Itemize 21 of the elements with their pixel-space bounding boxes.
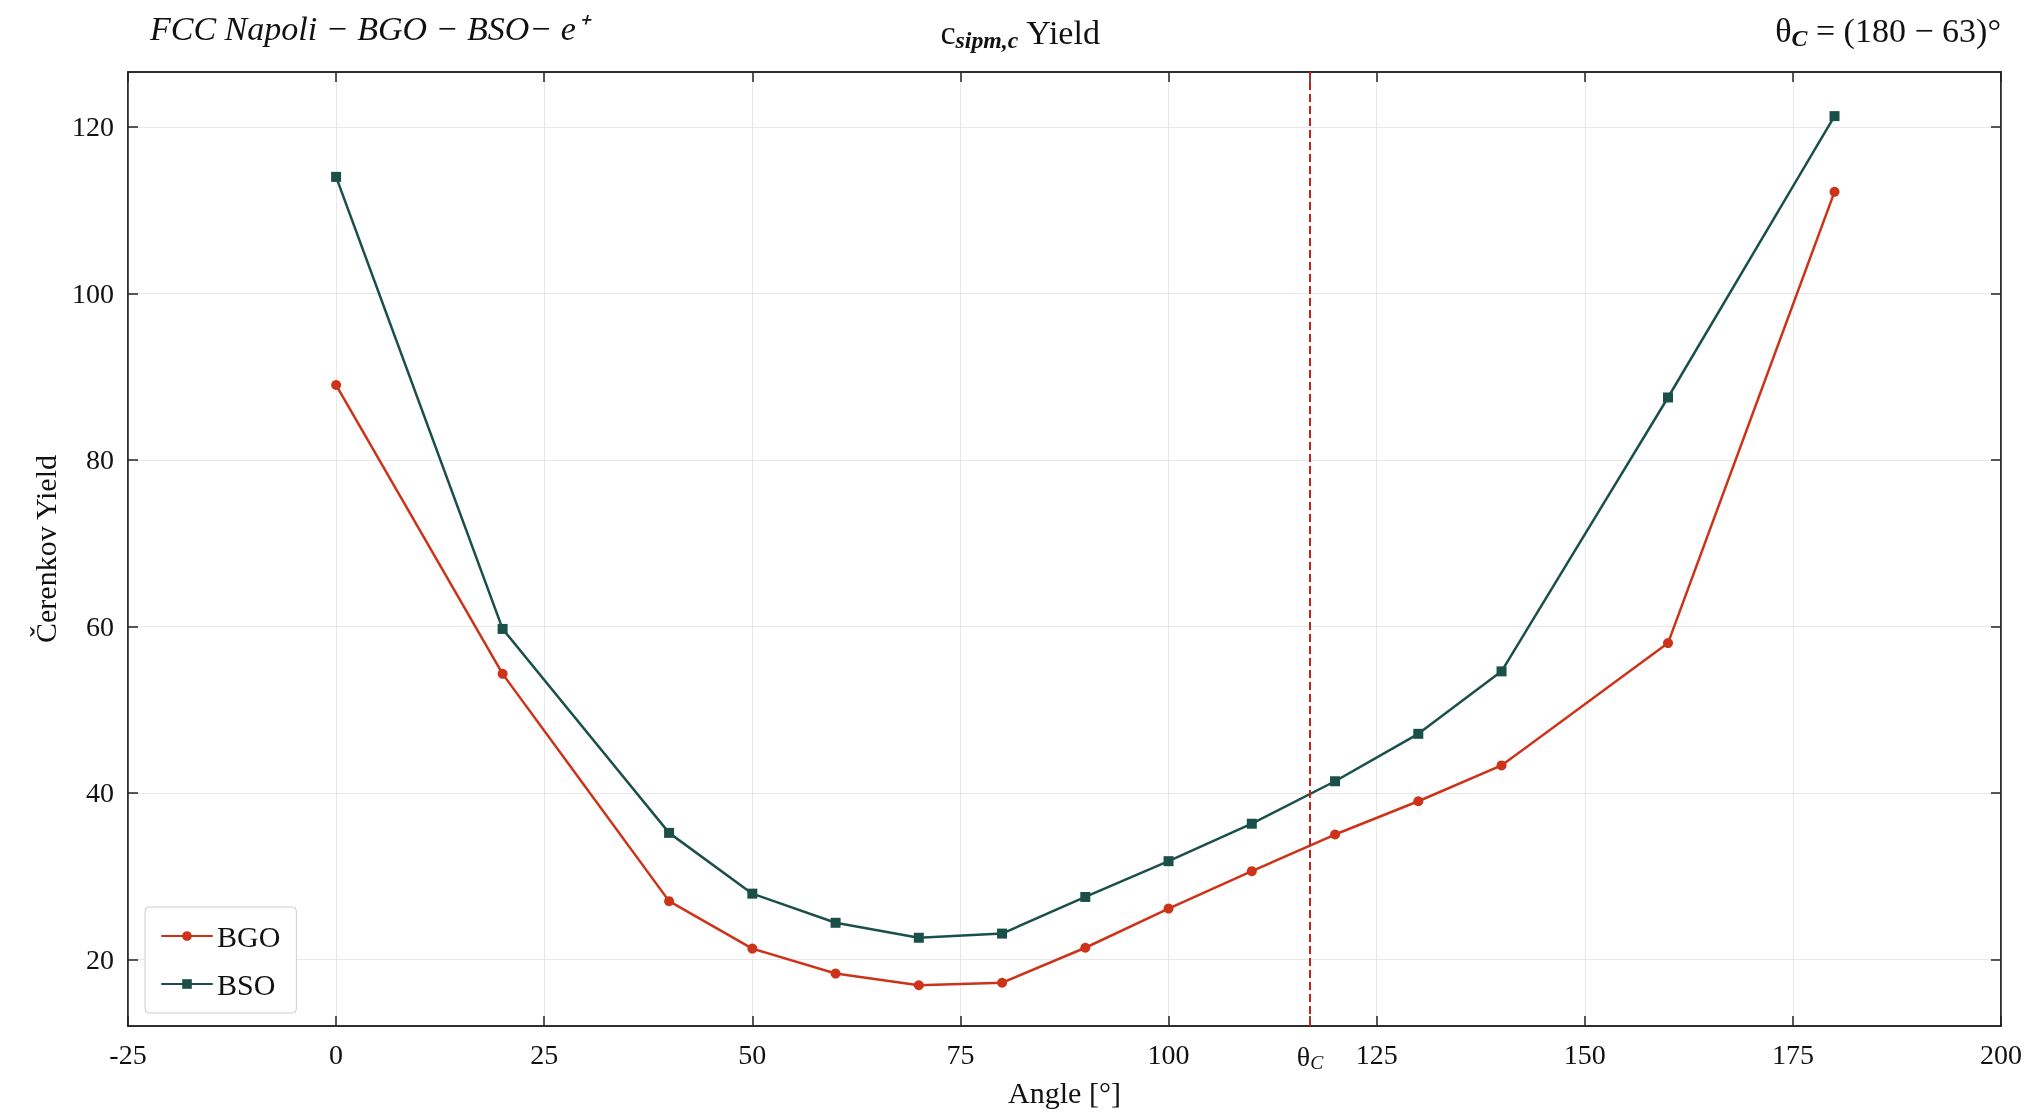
x-tick-label: 75 xyxy=(946,1038,975,1070)
text: FCC Napoli − BGO − BSO− e⁺ xyxy=(149,9,592,47)
x-tick-label: -25 xyxy=(109,1038,147,1070)
y-tick-label: 60 xyxy=(86,610,114,642)
x-tick-label: 50 xyxy=(738,1038,767,1070)
y-tick-label: 20 xyxy=(86,943,114,975)
x-tick-label: 200 xyxy=(1980,1038,2022,1070)
x-tick-label: 125 xyxy=(1355,1038,1398,1070)
x-tick-label: 0 xyxy=(329,1038,344,1070)
y-axis-title: Čerenkov Yield xyxy=(28,454,62,644)
legend-label: BSO xyxy=(217,967,276,1001)
y-tick-label: 100 xyxy=(72,277,114,309)
y-tick-label: 80 xyxy=(86,444,114,476)
x-axis-title: Angle [°] xyxy=(1008,1076,1121,1109)
x-tick-label: 100 xyxy=(1147,1038,1190,1070)
y-tick-label: 40 xyxy=(86,777,114,809)
x-tick-label: 150 xyxy=(1563,1038,1606,1070)
y-tick-label: 120 xyxy=(72,111,114,143)
legend-label: BGO xyxy=(217,919,281,953)
x-tick-label: 25 xyxy=(530,1038,559,1070)
x-tick-label: 175 xyxy=(1771,1038,1814,1070)
